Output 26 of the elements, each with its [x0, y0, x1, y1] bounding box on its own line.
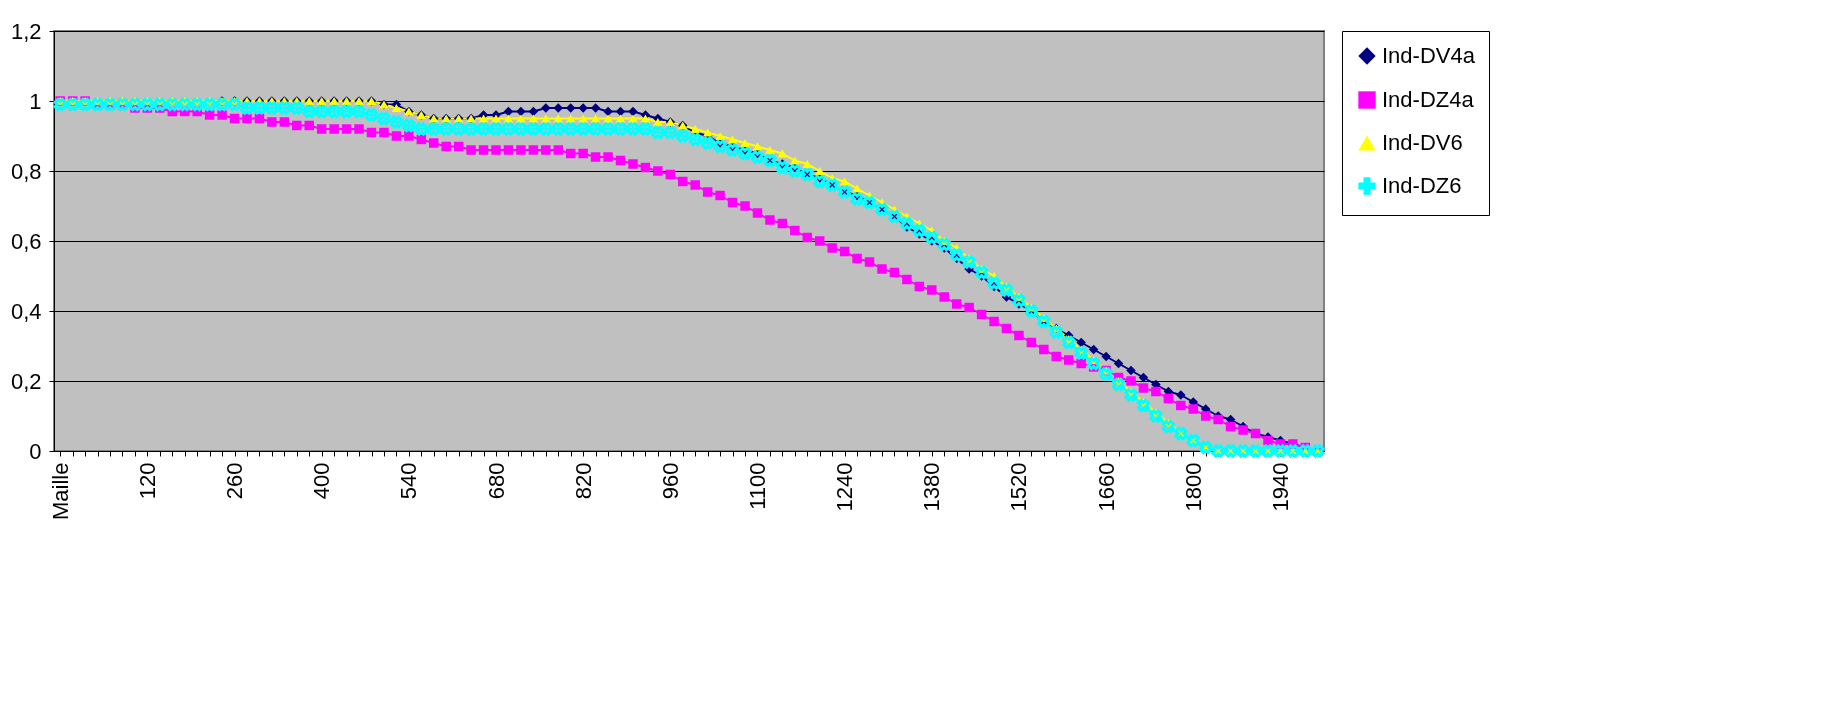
x-tick-label: 1800 [1180, 462, 1206, 512]
x-tick-label: 820 [570, 462, 596, 500]
y-tick-label: 0,4 [10, 298, 42, 324]
x-tick-label: 400 [309, 462, 335, 500]
x-tick-label: 1100 [744, 462, 770, 510]
x-tick-label: 540 [396, 462, 422, 500]
x-tick-label: 1520 [1006, 462, 1032, 512]
x-tick-label: Maille [47, 462, 73, 520]
y-tick-label: 1,2 [10, 18, 42, 44]
y-tick-label: 0,8 [10, 158, 42, 184]
legend-label: Ind-DZ6 [1382, 173, 1462, 198]
legend-label: Ind-DV6 [1382, 130, 1463, 155]
y-tick-label: 0,2 [10, 368, 42, 394]
x-tick-label: 1940 [1267, 462, 1293, 512]
x-tick-label: 260 [222, 462, 248, 500]
x-tick-label: 1240 [832, 462, 858, 512]
x-tick-label: 1660 [1093, 462, 1119, 512]
legend-label: Ind-DZ4a [1382, 87, 1475, 112]
x-tick-label: 120 [134, 462, 160, 500]
x-tick-label: 1380 [919, 462, 945, 512]
y-tick-label: 0 [29, 438, 42, 464]
x-tick-label: 960 [657, 462, 683, 500]
x-tick-label: 680 [483, 462, 509, 500]
y-tick-label: 1 [29, 88, 42, 114]
y-tick-label: 0,6 [10, 228, 42, 254]
legend-label: Ind-DV4a [1382, 43, 1476, 68]
